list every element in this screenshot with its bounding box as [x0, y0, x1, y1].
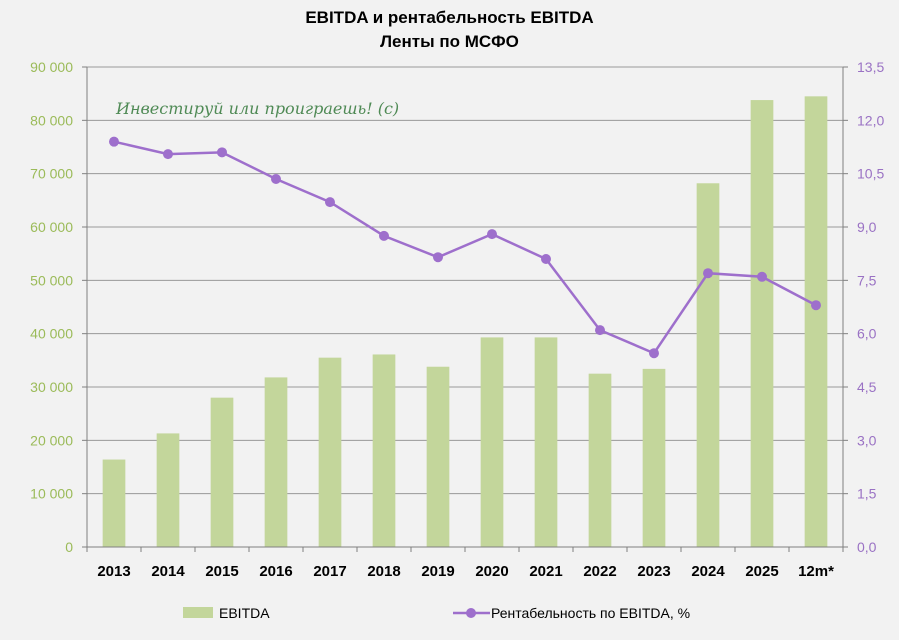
margin-point — [811, 300, 821, 311]
x-tick-label: 2024 — [691, 563, 725, 580]
left-tick-label: 80 000 — [30, 112, 73, 128]
x-tick-label: 2014 — [151, 563, 185, 580]
margin-line-path — [113, 140, 817, 355]
chart-title-line2: Ленты по МСФО — [380, 32, 519, 51]
ebitda-bar — [534, 337, 558, 547]
margin-point — [217, 147, 227, 158]
right-tick-label: 9,0 — [857, 219, 877, 235]
right-tick-label: 10,5 — [857, 166, 884, 182]
left-tick-label: 0 — [65, 539, 73, 555]
margin-point — [271, 174, 281, 184]
x-tick-label: 2021 — [529, 563, 562, 580]
ebitda-bar — [372, 354, 396, 547]
ebitda-bar — [750, 100, 774, 548]
margin-point — [325, 197, 335, 208]
x-tick-label: 2020 — [475, 563, 508, 580]
x-tick-label: 2018 — [367, 563, 400, 580]
legend-label-margin: Рентабельность по EBITDA, % — [491, 605, 690, 621]
left-tick-label: 50 000 — [30, 272, 73, 288]
margin-point — [541, 254, 551, 264]
margin-point — [649, 348, 659, 359]
margin-point — [595, 325, 605, 336]
x-tick-label: 12m* — [798, 563, 834, 580]
ebitda-bar — [264, 377, 288, 547]
left-tick-label: 30 000 — [30, 379, 73, 395]
axes — [82, 66, 848, 552]
right-tick-label: 13,5 — [857, 59, 884, 75]
margin-point — [433, 252, 443, 263]
legend: EBITDA Рентабельность по EBITDA, % — [183, 605, 690, 621]
right-tick-label: 12,0 — [857, 112, 884, 128]
x-tick-label: 2025 — [745, 563, 778, 580]
x-tick-label: 2022 — [583, 563, 616, 580]
left-tick-label: 20 000 — [30, 432, 73, 448]
x-tick-label: 2019 — [421, 563, 454, 580]
ebitda-bar — [804, 96, 828, 547]
right-tick-label: 0,0 — [857, 539, 877, 555]
ebitda-bars — [102, 96, 828, 548]
ebitda-bar — [426, 366, 450, 547]
ebitda-bar — [318, 357, 342, 547]
ebitda-bar — [210, 397, 234, 547]
ebitda-bar — [102, 459, 126, 547]
right-tick-label: 6,0 — [857, 326, 877, 342]
left-tick-label: 10 000 — [30, 486, 73, 502]
margin-point — [703, 268, 713, 279]
chart-title-line1: EBITDA и рентабельность EBITDA — [305, 8, 594, 27]
tick-labels: 0 0,0 10 000 1,5 20 000 3,0 30 000 4,5 40 000 6,0… — [30, 59, 884, 580]
ebitda-bar — [480, 337, 504, 547]
x-tick-label: 2017 — [313, 563, 346, 580]
x-tick-label: 2013 — [97, 563, 130, 580]
legend-swatch-ebitda — [183, 607, 213, 618]
margin-line — [109, 136, 821, 359]
left-tick-label: 40 000 — [30, 326, 73, 342]
x-tick-label: 2015 — [205, 563, 238, 580]
margin-point — [487, 229, 497, 240]
ebitda-bar — [696, 183, 720, 547]
ebitda-bar — [156, 433, 180, 547]
x-tick-label: 2016 — [259, 563, 292, 580]
gridlines — [87, 66, 843, 495]
margin-point — [163, 149, 173, 160]
right-tick-label: 4,5 — [857, 379, 877, 395]
left-tick-label: 60 000 — [30, 219, 73, 235]
ebitda-bar — [588, 373, 612, 547]
left-tick-label: 70 000 — [30, 166, 73, 182]
x-tick-label: 2023 — [637, 563, 670, 580]
margin-point — [757, 271, 767, 282]
margin-point — [379, 230, 389, 241]
legend-label-ebitda: EBITDA — [219, 605, 270, 621]
left-tick-label: 90 000 — [30, 59, 73, 75]
margin-point — [109, 136, 119, 147]
right-tick-label: 3,0 — [857, 432, 877, 448]
ebitda-bar — [642, 368, 666, 547]
right-tick-label: 7,5 — [857, 272, 877, 288]
watermark-text: Инвестируй или проиграешь! (с) — [115, 99, 399, 118]
right-tick-label: 1,5 — [857, 486, 877, 502]
legend-marker-margin — [466, 608, 476, 618]
